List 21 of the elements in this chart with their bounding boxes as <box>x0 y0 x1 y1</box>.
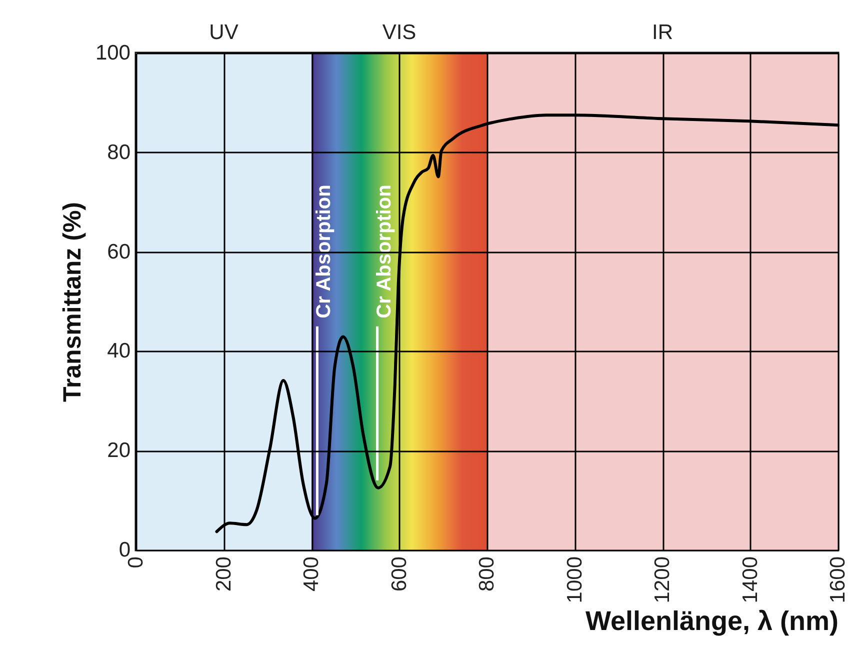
y-tick-label: 60 <box>107 240 130 264</box>
band-label: UV <box>209 21 238 44</box>
y-tick-label: 40 <box>107 340 130 363</box>
y-tick-label: 80 <box>107 140 130 164</box>
x-tick-label: 800 <box>476 556 498 592</box>
band-label: VIS <box>382 21 416 44</box>
x-tick-label: 600 <box>388 556 411 592</box>
x-axis-title: Wellenlänge, λ (nm) <box>585 606 838 636</box>
x-tick-label: 1000 <box>563 556 586 604</box>
x-tick-label: 1600 <box>826 556 850 604</box>
x-tick-label: 1200 <box>651 556 674 604</box>
x-tick-label: 1400 <box>738 556 762 604</box>
x-tick-label: 0 <box>124 556 148 568</box>
y-tick-label: 100 <box>95 42 130 64</box>
annotation: Cr Absorption <box>373 184 396 318</box>
y-axis-title: Transmittanz (%) <box>58 202 86 402</box>
band-label: IR <box>652 21 673 44</box>
annotation: Cr Absorption <box>313 184 336 318</box>
x-tick-label: 400 <box>300 556 323 592</box>
y-tick-label: 20 <box>107 439 130 462</box>
x-tick-label: 200 <box>212 556 236 592</box>
